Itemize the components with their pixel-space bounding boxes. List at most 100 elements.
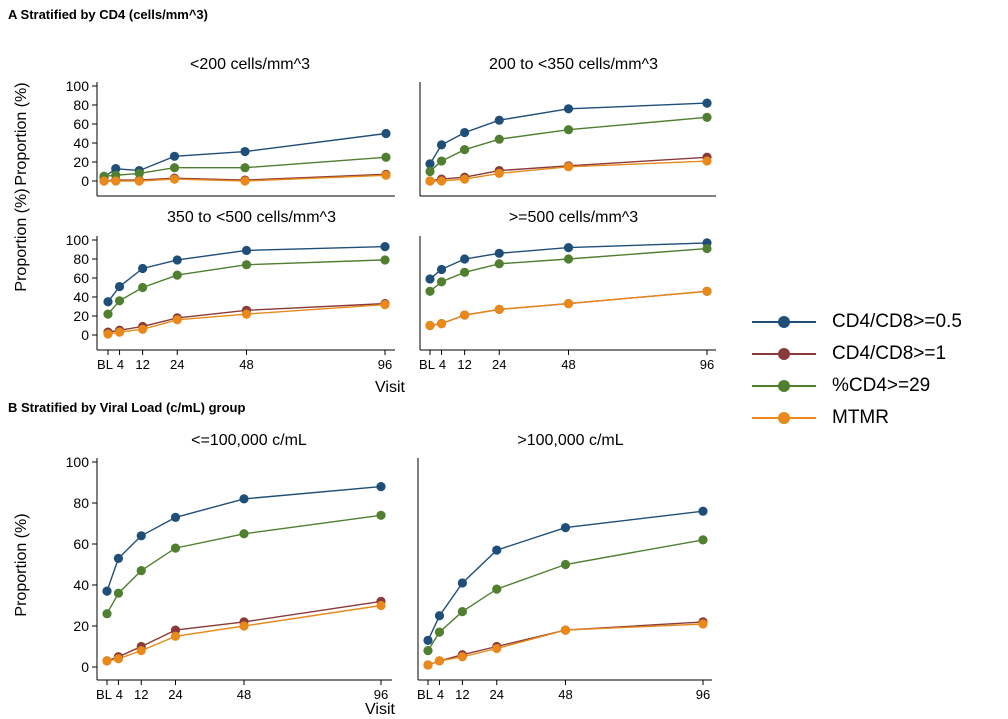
x-tick-label: 24 xyxy=(492,357,506,372)
panel-title: >100,000 c/mL xyxy=(517,432,623,449)
data-point xyxy=(376,482,386,492)
data-point xyxy=(172,315,182,325)
data-point xyxy=(494,168,504,178)
data-point xyxy=(172,255,182,265)
data-point xyxy=(698,535,708,545)
data-point xyxy=(494,304,504,314)
y-tick-label: 100 xyxy=(66,78,90,94)
data-point xyxy=(460,254,470,264)
data-point xyxy=(560,625,571,635)
data-point xyxy=(114,327,125,337)
x-tick-label: 4 xyxy=(439,357,446,372)
x-tick-label: 48 xyxy=(558,687,572,702)
section-b-title: B Stratified by Viral Load (c/mL) group xyxy=(8,400,246,415)
data-point xyxy=(380,255,390,265)
data-point xyxy=(111,164,121,174)
legend-label: CD4/CD8>=0.5 xyxy=(832,311,962,332)
data-point xyxy=(113,588,124,598)
data-point xyxy=(434,656,445,666)
data-point xyxy=(239,621,249,631)
data-point xyxy=(114,281,125,292)
series-line xyxy=(106,604,382,662)
x-axis-label: Visit xyxy=(365,701,395,718)
x-tick-label: 96 xyxy=(696,687,710,702)
data-point xyxy=(436,319,447,329)
y-tick-label: 20 xyxy=(73,154,89,170)
y-tick-label: 60 xyxy=(73,536,89,552)
data-point xyxy=(563,162,574,172)
data-point xyxy=(457,607,467,617)
data-point xyxy=(492,643,502,654)
data-point xyxy=(460,267,470,277)
data-point xyxy=(460,145,470,155)
data-point xyxy=(381,170,391,180)
y-tick-label: 40 xyxy=(73,577,89,593)
data-point xyxy=(698,506,708,516)
data-point xyxy=(169,174,180,184)
data-point xyxy=(138,282,148,293)
data-point xyxy=(563,299,574,309)
x-tick-label: 4 xyxy=(117,357,124,372)
legend-swatch xyxy=(752,316,816,328)
x-tick-label: 96 xyxy=(700,357,714,372)
data-point xyxy=(381,152,391,162)
x-axis-label: Visit xyxy=(375,379,405,396)
x-tick-label: 4 xyxy=(116,687,123,702)
data-point xyxy=(136,646,146,656)
y-tick-label: 20 xyxy=(73,308,89,324)
data-point xyxy=(380,242,390,252)
data-point xyxy=(425,286,435,296)
data-point xyxy=(492,584,502,594)
legend-item: MTMR xyxy=(752,402,962,434)
data-point xyxy=(425,176,435,186)
x-tick-label: 48 xyxy=(237,687,251,702)
data-point xyxy=(376,600,386,611)
x-tick-label: 4 xyxy=(437,687,444,702)
data-point xyxy=(103,329,113,339)
series-line xyxy=(106,485,382,592)
legend-label: CD4/CD8>=1 xyxy=(832,343,947,364)
panel-title: <200 cells/mm^3 xyxy=(190,56,310,73)
data-point xyxy=(425,320,435,331)
panel-title: 350 to <500 cells/mm^3 xyxy=(167,209,336,226)
y-tick-label: 20 xyxy=(73,618,89,634)
x-tick-label: 12 xyxy=(457,357,471,372)
data-point xyxy=(239,494,249,504)
legend-swatch xyxy=(752,380,816,392)
data-point xyxy=(434,627,445,637)
data-point xyxy=(436,264,447,275)
x-tick-label: BL xyxy=(96,687,112,702)
data-point xyxy=(376,510,386,520)
data-point xyxy=(170,543,181,553)
x-tick-label: 48 xyxy=(239,357,253,372)
data-point xyxy=(425,166,435,177)
legend: CD4/CD8>=0.5 CD4/CD8>=1 %CD4>=29 MTMR xyxy=(752,306,962,434)
data-point xyxy=(494,134,504,144)
data-point xyxy=(423,660,433,670)
y-tick-label: 100 xyxy=(66,232,90,248)
data-point xyxy=(113,553,124,563)
data-point xyxy=(113,654,124,664)
panel-title: >=500 cells/mm^3 xyxy=(509,209,638,226)
data-point xyxy=(114,296,125,306)
data-point xyxy=(241,260,252,270)
data-point xyxy=(457,578,467,588)
data-point xyxy=(239,529,249,539)
y-tick-label: 80 xyxy=(73,97,89,113)
data-point xyxy=(381,128,391,139)
data-point xyxy=(702,286,712,296)
y-tick-label: 40 xyxy=(73,289,89,305)
data-point xyxy=(563,243,574,253)
y-tick-label: 60 xyxy=(73,270,89,286)
x-tick-label: 96 xyxy=(378,357,392,372)
data-point xyxy=(702,243,712,254)
y-axis-label: Proportion (%) xyxy=(13,82,30,185)
data-point xyxy=(240,176,250,186)
data-point xyxy=(240,146,250,157)
data-point xyxy=(563,254,574,264)
series-line xyxy=(106,600,382,662)
data-point xyxy=(241,245,252,256)
data-point xyxy=(494,259,504,269)
data-point xyxy=(702,156,712,166)
